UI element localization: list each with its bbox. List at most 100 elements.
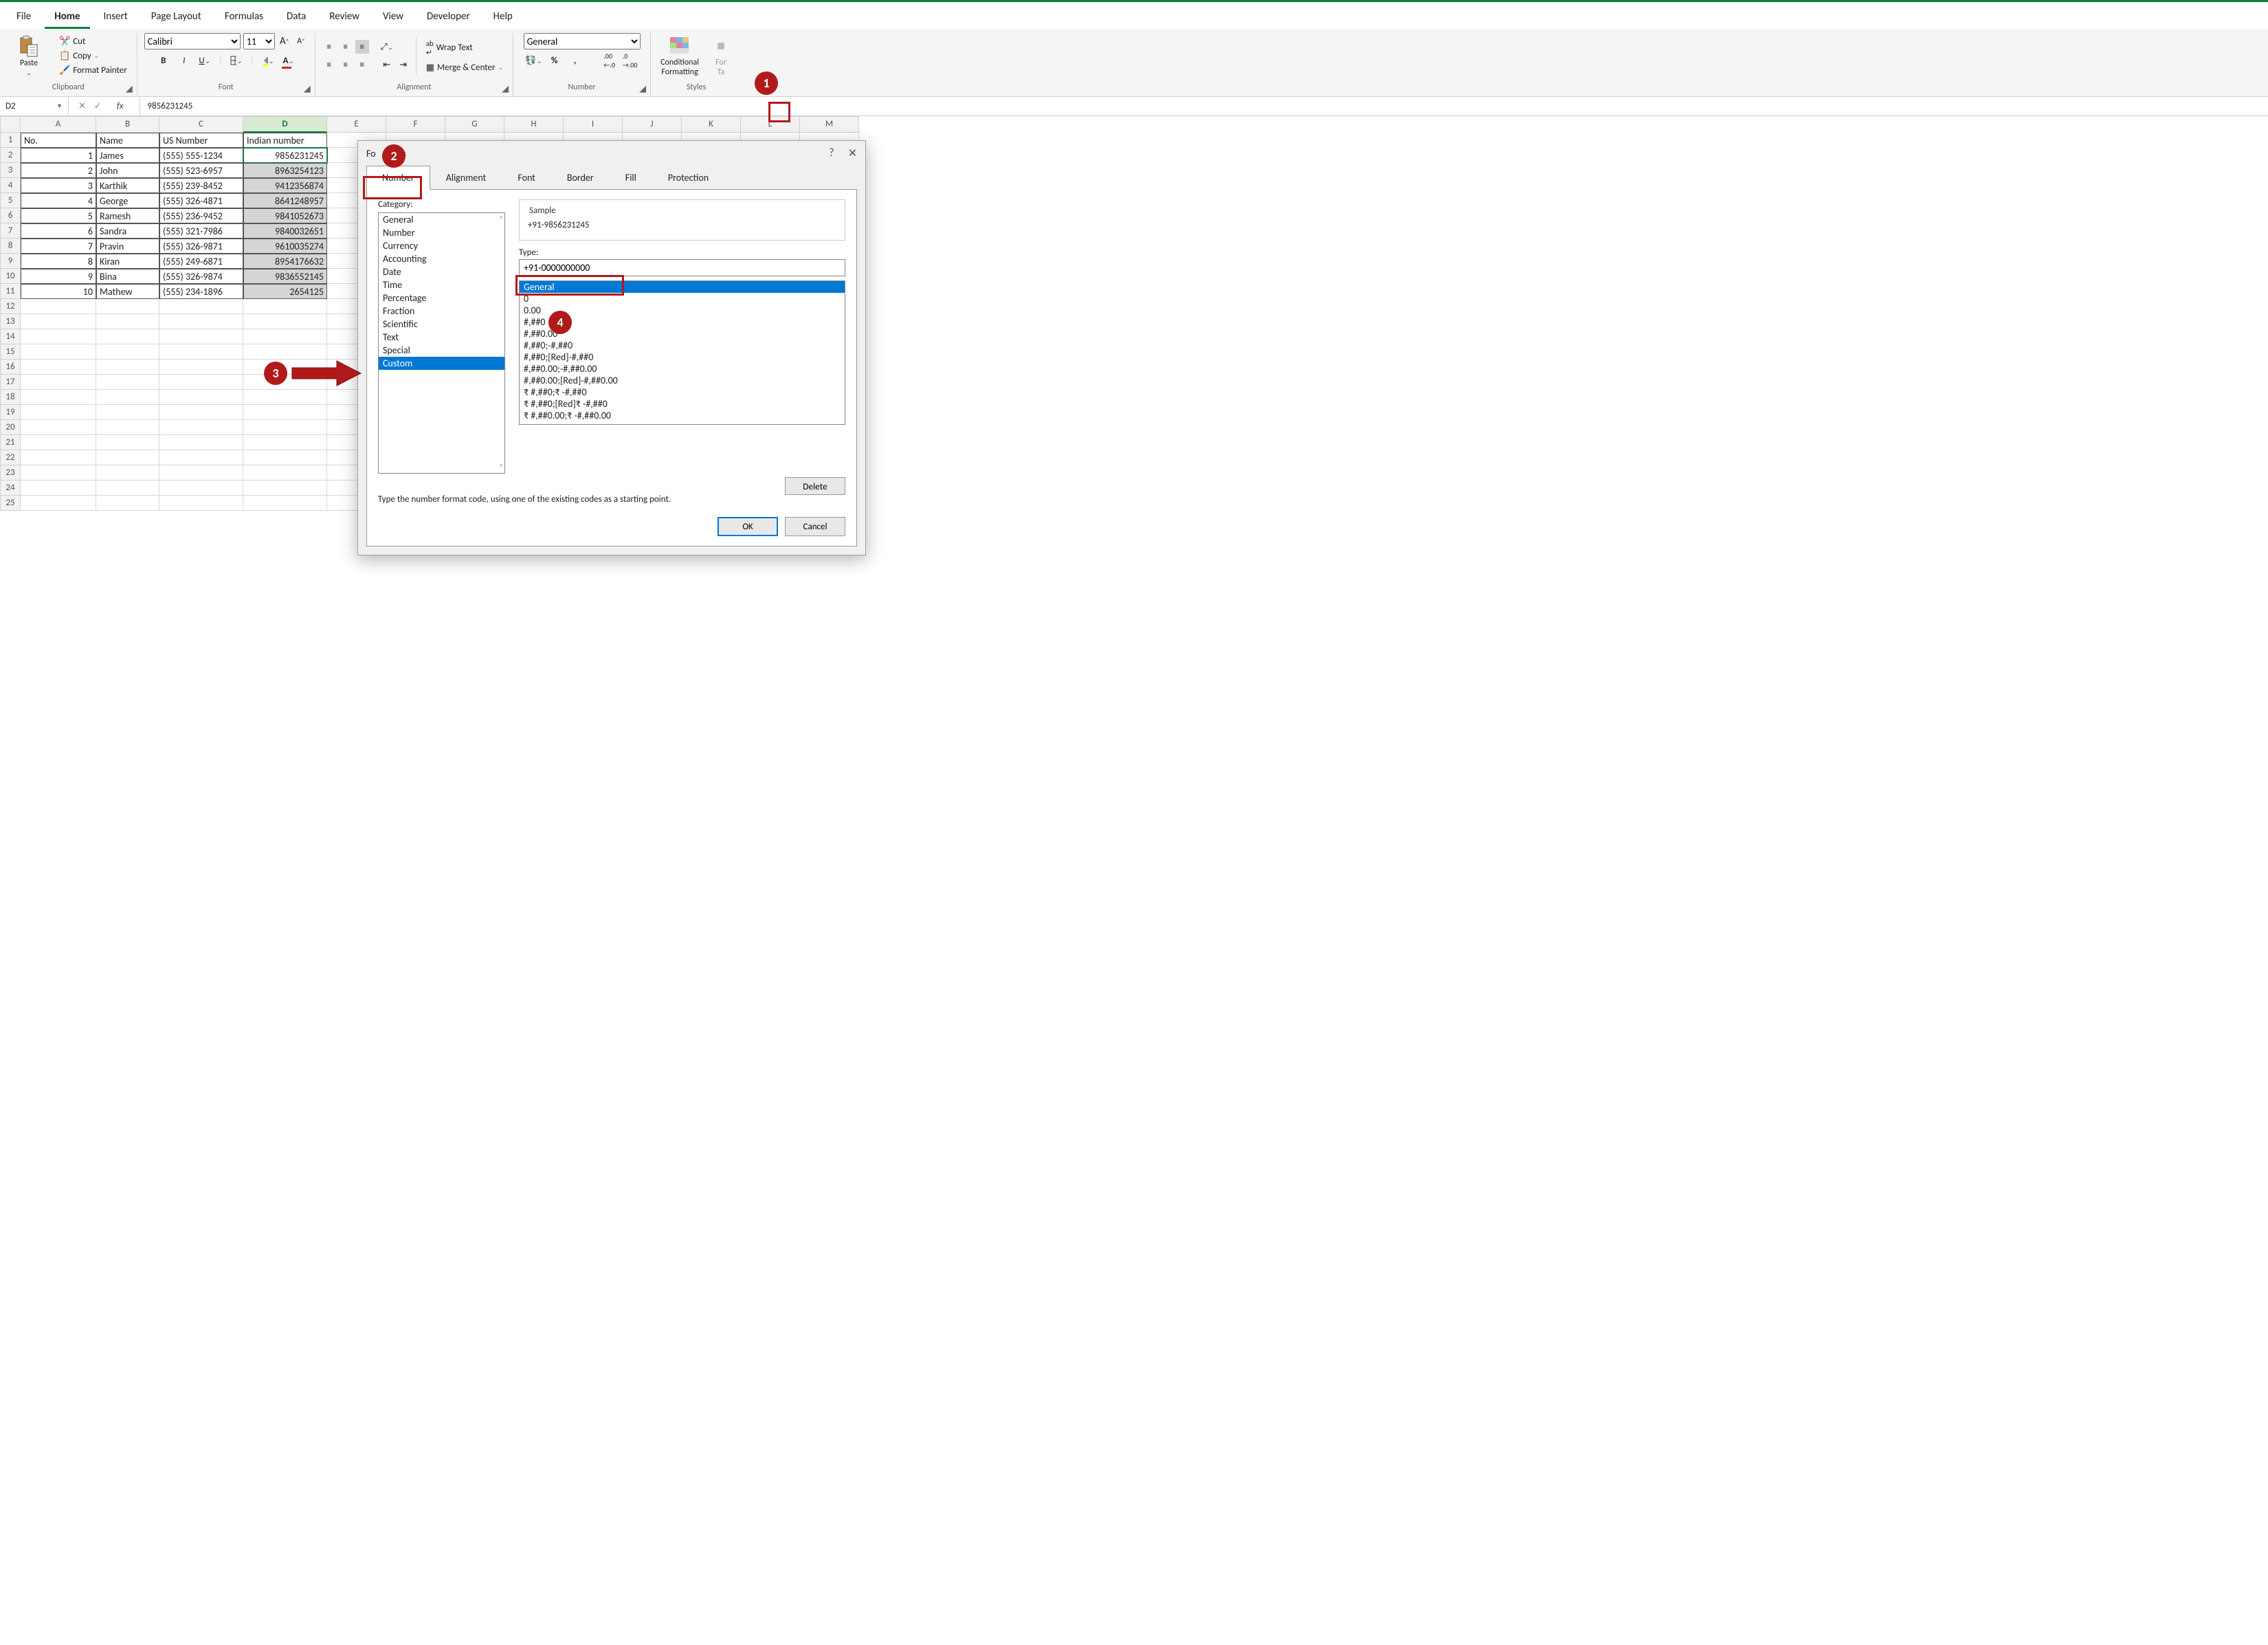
- percent-button[interactable]: %: [548, 54, 562, 67]
- table-cell[interactable]: 9412356874: [243, 178, 327, 193]
- row-header[interactable]: 3: [0, 163, 21, 178]
- paste-button[interactable]: Paste ⌄: [7, 35, 51, 77]
- column-header[interactable]: G: [445, 116, 504, 133]
- category-item[interactable]: General: [379, 213, 504, 226]
- row-header[interactable]: 6: [0, 208, 21, 223]
- align-top-button[interactable]: ≡: [322, 40, 336, 54]
- italic-button[interactable]: I: [177, 54, 191, 67]
- empty-cell[interactable]: [96, 450, 159, 465]
- column-header[interactable]: H: [504, 116, 564, 133]
- row-header[interactable]: 1: [0, 133, 21, 148]
- empty-cell[interactable]: [96, 329, 159, 344]
- table-cell[interactable]: 9610035274: [243, 239, 327, 254]
- format-item[interactable]: ₹ #,##0;₹ -#,##0: [520, 386, 845, 398]
- empty-cell[interactable]: [159, 450, 243, 465]
- font-launcher[interactable]: ◢: [302, 84, 312, 93]
- cut-button[interactable]: ✂️ Cut: [56, 35, 130, 48]
- format-item[interactable]: #,##0;-#,##0: [520, 340, 845, 351]
- empty-cell[interactable]: [21, 360, 96, 375]
- empty-cell[interactable]: [96, 481, 159, 496]
- decrease-decimal-button[interactable]: .0→.00: [623, 54, 637, 67]
- table-cell[interactable]: (555) 249-6871: [159, 254, 243, 269]
- column-header[interactable]: F: [386, 116, 445, 133]
- empty-cell[interactable]: [21, 465, 96, 481]
- align-left-button[interactable]: ≡: [322, 58, 336, 71]
- empty-cell[interactable]: [159, 465, 243, 481]
- empty-cell[interactable]: [159, 435, 243, 450]
- ribbon-tab-data[interactable]: Data: [277, 6, 315, 29]
- dialog-tab-border[interactable]: Border: [551, 166, 610, 190]
- empty-cell[interactable]: [243, 420, 327, 435]
- table-cell[interactable]: 8954176632: [243, 254, 327, 269]
- row-header[interactable]: 10: [0, 269, 21, 284]
- category-item[interactable]: Currency: [379, 239, 504, 252]
- ribbon-tab-view[interactable]: View: [373, 6, 413, 29]
- align-center-button[interactable]: ≡: [339, 58, 353, 71]
- dialog-tab-protection[interactable]: Protection: [652, 166, 724, 190]
- row-header[interactable]: 25: [0, 496, 21, 511]
- empty-cell[interactable]: [159, 360, 243, 375]
- ribbon-tab-home[interactable]: Home: [45, 6, 89, 29]
- cancel-formula-button[interactable]: ✕: [78, 101, 86, 111]
- increase-decimal-button[interactable]: .00←.0: [603, 54, 616, 67]
- category-item[interactable]: Special: [379, 344, 504, 357]
- column-header[interactable]: J: [623, 116, 682, 133]
- orientation-button[interactable]: ⤢: [380, 40, 394, 54]
- category-list[interactable]: ˄ ˅ GeneralNumberCurrencyAccountingDateT…: [378, 212, 505, 474]
- table-cell[interactable]: 9841052673: [243, 208, 327, 223]
- row-header[interactable]: 12: [0, 299, 21, 314]
- empty-cell[interactable]: [243, 314, 327, 329]
- row-header[interactable]: 17: [0, 375, 21, 390]
- table-cell[interactable]: 8963254123: [243, 163, 327, 178]
- format-item[interactable]: General: [520, 281, 845, 293]
- table-cell[interactable]: Bina: [96, 269, 159, 284]
- table-cell[interactable]: Ramesh: [96, 208, 159, 223]
- row-header[interactable]: 8: [0, 239, 21, 254]
- table-cell[interactable]: James: [96, 148, 159, 163]
- table-cell[interactable]: 9856231245: [243, 148, 327, 163]
- category-item[interactable]: Custom: [379, 357, 504, 370]
- row-header[interactable]: 18: [0, 390, 21, 405]
- format-item[interactable]: #,##0;[Red]-#,##0: [520, 351, 845, 363]
- table-cell[interactable]: John: [96, 163, 159, 178]
- empty-cell[interactable]: [21, 299, 96, 314]
- table-header-cell[interactable]: Name: [96, 133, 159, 148]
- row-header[interactable]: 24: [0, 481, 21, 496]
- empty-cell[interactable]: [243, 405, 327, 420]
- category-item[interactable]: Fraction: [379, 305, 504, 318]
- format-painter-button[interactable]: 🖌️ Format Painter: [56, 64, 130, 77]
- column-header[interactable]: C: [159, 116, 243, 133]
- decrease-indent-button[interactable]: ⇤: [380, 58, 394, 71]
- column-header[interactable]: K: [682, 116, 741, 133]
- empty-cell[interactable]: [96, 435, 159, 450]
- category-item[interactable]: Percentage: [379, 291, 504, 305]
- alignment-launcher[interactable]: ◢: [500, 84, 510, 93]
- empty-cell[interactable]: [21, 496, 96, 511]
- table-cell[interactable]: 5: [21, 208, 96, 223]
- empty-cell[interactable]: [21, 390, 96, 405]
- row-header[interactable]: 21: [0, 435, 21, 450]
- table-cell[interactable]: (555) 326-4871: [159, 193, 243, 208]
- category-item[interactable]: Text: [379, 331, 504, 344]
- row-header[interactable]: 9: [0, 254, 21, 269]
- empty-cell[interactable]: [96, 420, 159, 435]
- column-header[interactable]: L: [741, 116, 800, 133]
- empty-cell[interactable]: [159, 299, 243, 314]
- table-cell[interactable]: 9840032651: [243, 223, 327, 239]
- delete-button[interactable]: Delete: [785, 477, 845, 495]
- dialog-tab-fill[interactable]: Fill: [610, 166, 652, 190]
- category-item[interactable]: Accounting: [379, 252, 504, 265]
- row-header[interactable]: 11: [0, 284, 21, 299]
- font-size-select[interactable]: 11: [243, 33, 275, 49]
- empty-cell[interactable]: [159, 420, 243, 435]
- close-button[interactable]: ✕: [848, 146, 857, 160]
- empty-cell[interactable]: [243, 465, 327, 481]
- dialog-tab-alignment[interactable]: Alignment: [430, 166, 502, 190]
- empty-cell[interactable]: [159, 329, 243, 344]
- empty-cell[interactable]: [243, 481, 327, 496]
- conditional-formatting-button[interactable]: Conditional Formatting: [658, 34, 702, 77]
- format-item[interactable]: ₹ #,##0;[Red]₹ -#,##0: [520, 398, 845, 410]
- row-header[interactable]: 22: [0, 450, 21, 465]
- table-cell[interactable]: 9: [21, 269, 96, 284]
- table-cell[interactable]: Kiran: [96, 254, 159, 269]
